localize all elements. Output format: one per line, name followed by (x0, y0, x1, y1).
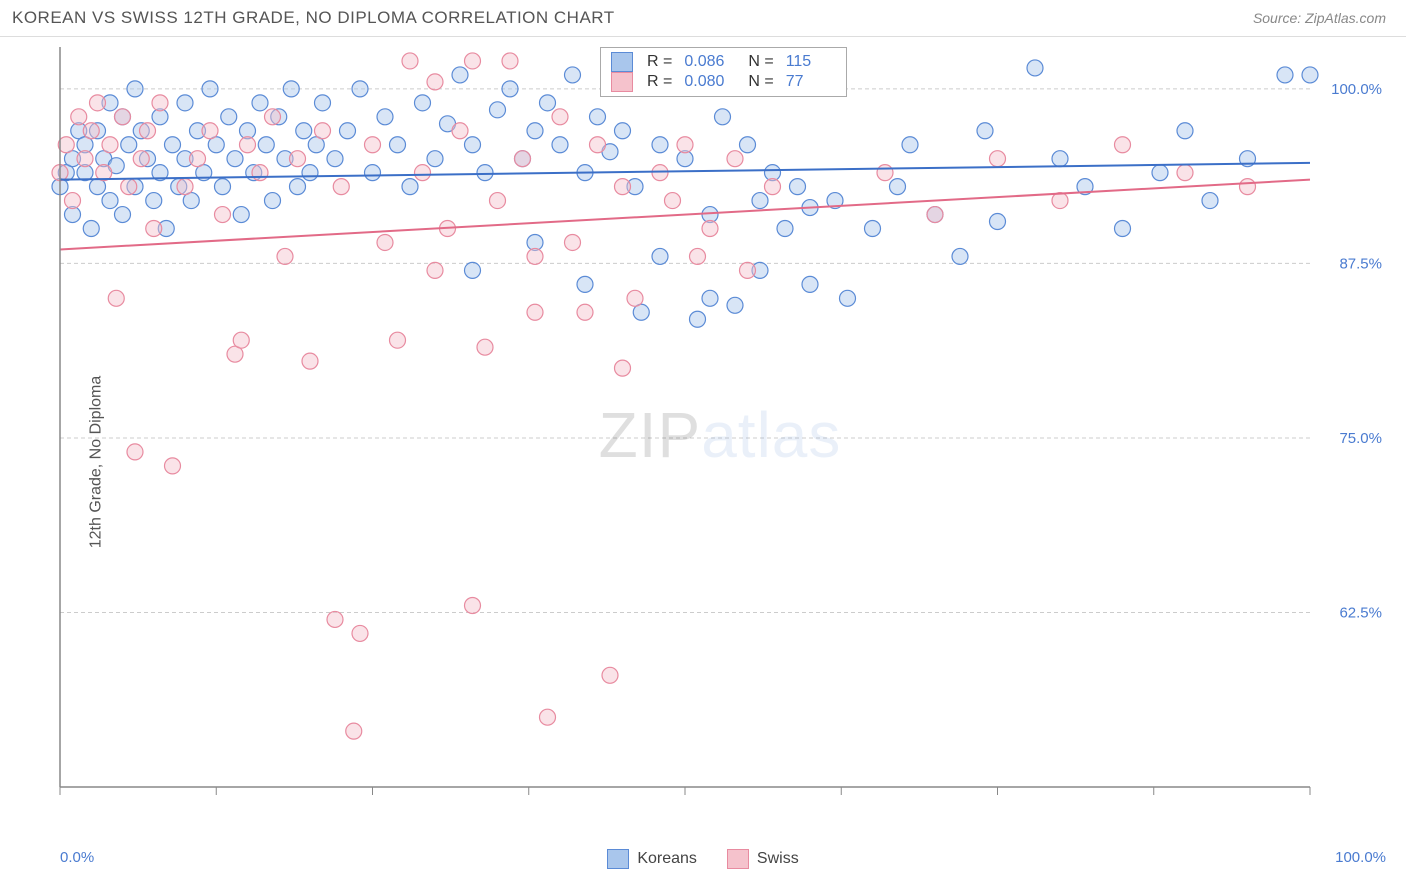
swiss-swatch (611, 72, 633, 92)
chart-title: KOREAN VS SWISS 12TH GRADE, NO DIPLOMA C… (12, 8, 615, 28)
n-label: N = (748, 53, 773, 71)
koreans-n-value: 115 (786, 53, 836, 71)
swiss-n-value: 77 (786, 73, 836, 91)
swiss-swatch-icon (727, 849, 749, 869)
legend-item-koreans: Koreans (607, 849, 697, 869)
koreans-label: Koreans (637, 850, 697, 868)
swiss-r-value: 0.080 (684, 73, 734, 91)
watermark: ZIPatlas (599, 399, 842, 471)
legend-row-swiss: R = 0.080 N = 77 (611, 72, 836, 92)
series-legend: 0.0% Koreans Swiss 100.0% (0, 849, 1406, 869)
legend-row-koreans: R = 0.086 N = 115 (611, 52, 836, 72)
swiss-label: Swiss (757, 850, 799, 868)
r-label: R = (647, 73, 672, 91)
n-label: N = (748, 73, 773, 91)
svg-text:75.0%: 75.0% (1339, 430, 1382, 447)
koreans-r-value: 0.086 (684, 53, 734, 71)
source-attribution: Source: ZipAtlas.com (1253, 10, 1386, 26)
x-max-label: 100.0% (1335, 849, 1386, 866)
r-label: R = (647, 53, 672, 71)
svg-text:100.0%: 100.0% (1331, 81, 1382, 98)
x-min-label: 0.0% (60, 849, 94, 866)
legend-item-swiss: Swiss (727, 849, 799, 869)
chart-area: 12th Grade, No Diploma ZIPatlas 62.5%75.… (0, 37, 1406, 887)
svg-text:62.5%: 62.5% (1339, 604, 1382, 621)
scatter-plot: ZIPatlas 62.5% 75.0% 87.5% 100.0% (50, 37, 1390, 827)
koreans-swatch (611, 52, 633, 72)
scatter-points (52, 53, 1318, 739)
chart-header: KOREAN VS SWISS 12TH GRADE, NO DIPLOMA C… (0, 0, 1406, 37)
koreans-swatch-icon (607, 849, 629, 869)
y-tick-labels: 62.5% 75.0% 87.5% 100.0% (1331, 81, 1382, 622)
svg-text:87.5%: 87.5% (1339, 255, 1382, 272)
correlation-legend: R = 0.086 N = 115 R = 0.080 N = 77 (600, 47, 847, 97)
